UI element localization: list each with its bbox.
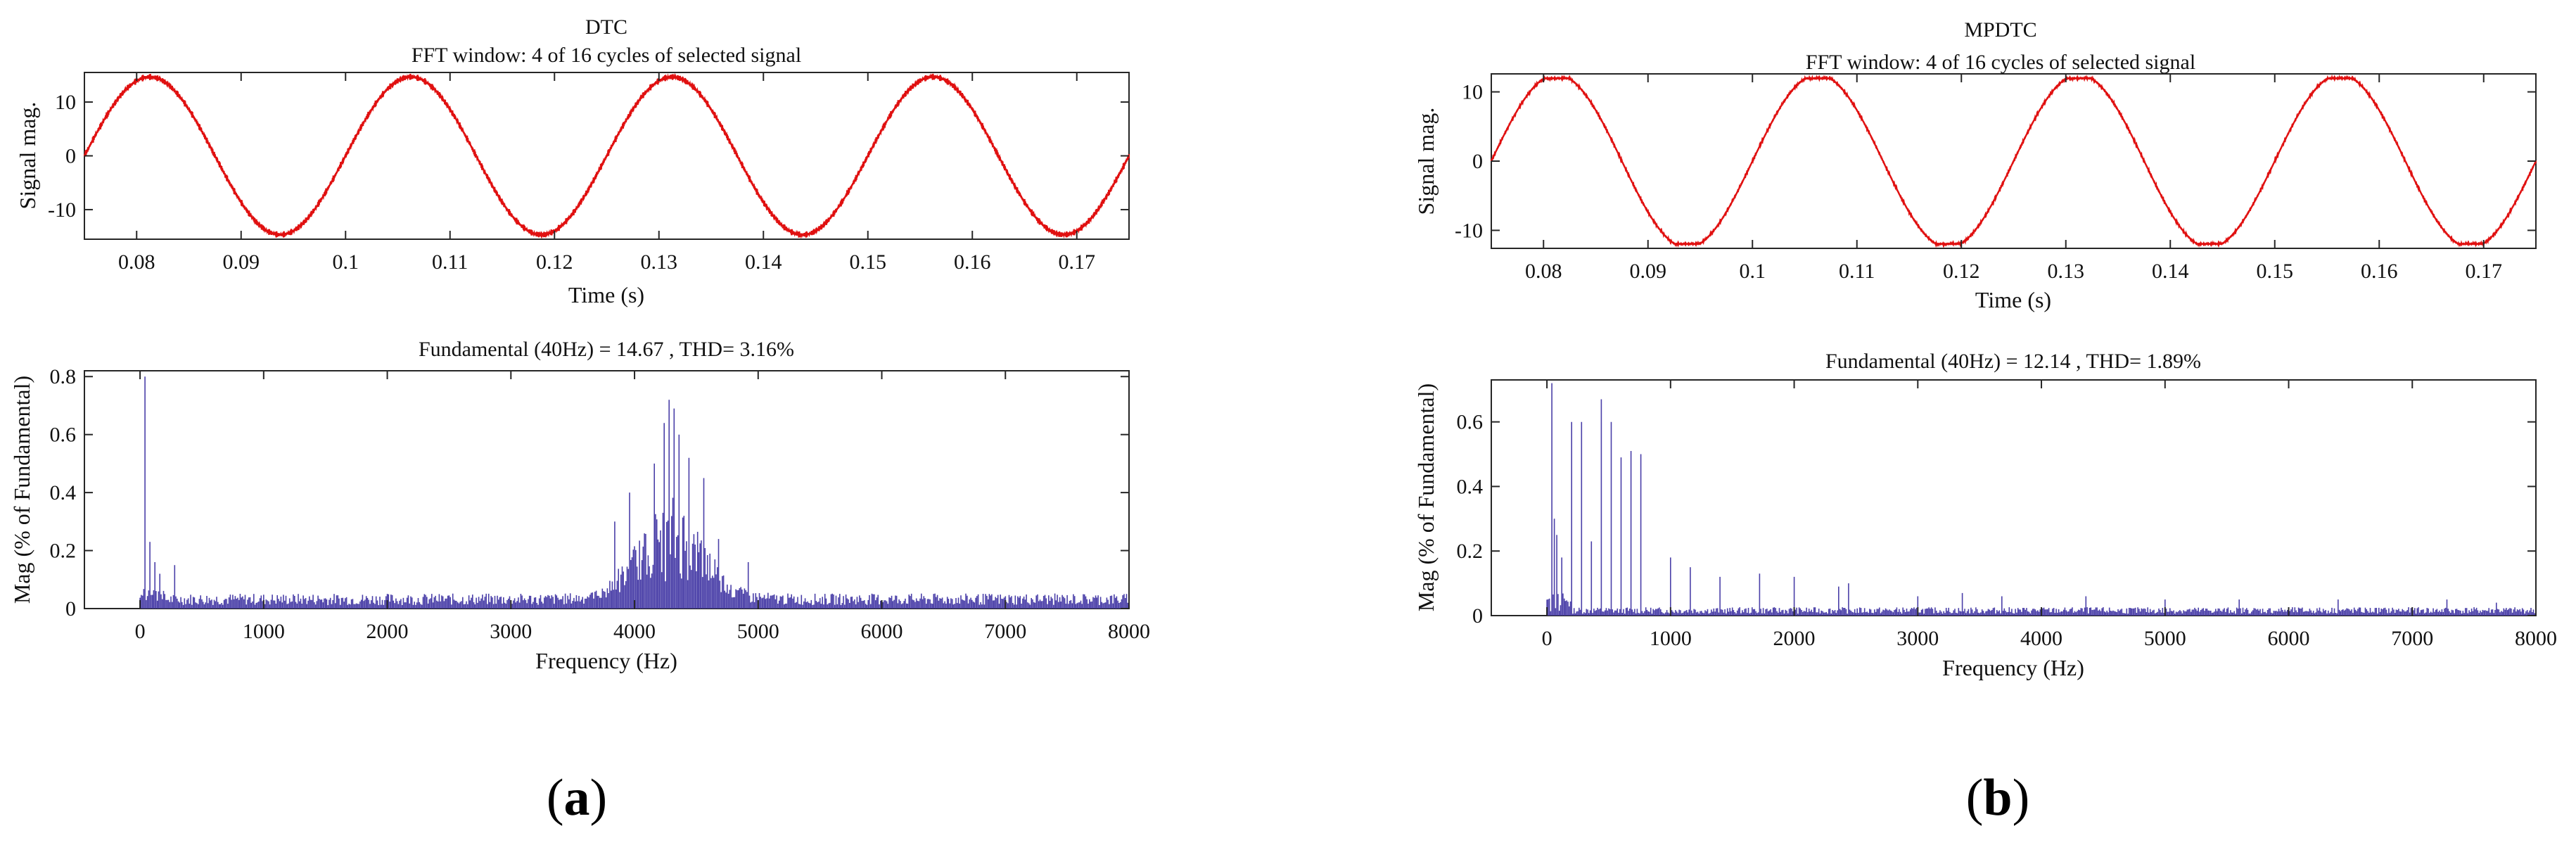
a-signal-xtick-label: 0.1	[333, 250, 359, 274]
a-spectrum-ytick-label: 0.2	[50, 540, 77, 563]
a-spectrum-ytick-label: 0.8	[50, 365, 77, 388]
b-signal-ticks: 0.08 0.09 0.1 0.11 0.12 0.13 0.14 0.15 0.16 0.17 -…	[1455, 74, 2536, 283]
b-spectrum-xtick-label: 6000	[2268, 627, 2310, 650]
b-signal-xtick-label: 0.13	[2048, 260, 2085, 283]
panel-b: MPDTC FFT window: 4 of 16 cycles of sele…	[1413, 18, 2557, 827]
a-spectrum-title: Fundamental (40Hz) = 14.67 , THD= 3.16%	[419, 338, 794, 361]
a-signal-title: DTC	[585, 15, 627, 39]
a-spectrum-xtick-label: 3000	[490, 620, 532, 643]
a-spectrum-xlabel: Frequency (Hz)	[535, 648, 677, 673]
b-spectrum-title: Fundamental (40Hz) = 12.14 , THD= 1.89%	[1825, 350, 2201, 373]
b-spectrum-ytick-label: 0.6	[1457, 411, 1484, 434]
b-spectrum-xtick-label: 4000	[2020, 627, 2062, 650]
a-spectrum-xtick-label: 0	[135, 620, 146, 643]
b-signal-xtick-label: 0.09	[1630, 260, 1667, 283]
a-spectrum-ytick-label: 0	[65, 597, 76, 621]
a-signal-xtick-label: 0.16	[954, 250, 991, 274]
b-signal-xtick-label: 0.14	[2152, 260, 2189, 283]
a-signal-xlabel: Time (s)	[568, 282, 644, 307]
a-spectrum-xtick-label: 4000	[613, 620, 656, 643]
b-signal-xtick-label: 0.11	[1839, 260, 1875, 283]
a-signal-ylabel: Signal mag.	[15, 102, 40, 210]
a-spectrum-plot: Fundamental (40Hz) = 14.67 , THD= 3.16% …	[9, 338, 1150, 673]
a-spectrum-xtick-label: 1000	[243, 620, 285, 643]
b-spectrum-xtick-label: 0	[1542, 627, 1552, 650]
b-spectrum-xlabel: Frequency (Hz)	[1942, 655, 2084, 680]
b-signal-ytick-label: 0	[1472, 150, 1483, 173]
a-signal-xtick-label: 0.12	[536, 250, 573, 274]
a-spectrum-axes-box	[84, 370, 1130, 609]
b-signal-plot: MPDTC FFT window: 4 of 16 cycles of sele…	[1413, 18, 2537, 312]
b-signal-subtitle: FFT window: 4 of 16 cycles of selected s…	[1806, 51, 2195, 74]
a-spectrum-xtick-label: 6000	[861, 620, 903, 643]
b-spectrum-ytick-label: 0	[1472, 604, 1483, 628]
b-signal-title: MPDTC	[1964, 18, 2036, 42]
a-signal-xtick-label: 0.08	[118, 250, 155, 274]
a-spectrum-xtick-label: 2000	[366, 620, 409, 643]
b-signal-xtick-label: 0.1	[1740, 260, 1766, 283]
a-signal-xtick-label: 0.15	[850, 250, 887, 274]
a-spectrum-xtick-label: 8000	[1108, 620, 1150, 643]
b-signal-xtick-label: 0.08	[1525, 260, 1562, 283]
a-spectrum-bars	[139, 376, 1130, 609]
panel-a: DTC FFT window: 4 of 16 cycles of select…	[9, 15, 1150, 827]
b-signal-ytick-label: 10	[1462, 81, 1483, 104]
b-caption-letter: b	[1983, 769, 2012, 827]
a-signal-plot: DTC FFT window: 4 of 16 cycles of select…	[15, 15, 1130, 307]
a-spectrum-ytick-label: 0.6	[50, 424, 77, 447]
a-signal-ytick-label: 0	[65, 145, 76, 168]
a-spectrum-ticks: 0 1000 2000 3000 4000 5000 6000 7000 8000 0 0.2 0.4…	[50, 365, 1151, 643]
a-signal-xtick-label: 0.11	[432, 250, 468, 274]
b-signal-trace	[1490, 74, 2537, 248]
a-signal-xtick-label: 0.09	[223, 250, 260, 274]
a-signal-xtick-label: 0.17	[1059, 250, 1096, 274]
a-spectrum-xtick-label: 5000	[737, 620, 779, 643]
b-spectrum-xtick-label: 3000	[1896, 627, 1939, 650]
b-spectrum-ytick-label: 0.4	[1457, 475, 1484, 498]
b-spectrum-axes-box	[1491, 379, 2537, 616]
b-spectrum-xtick-label: 1000	[1650, 627, 1692, 650]
a-spectrum-ylabel: Mag (% of Fundamental)	[9, 376, 34, 604]
b-spectrum-xtick-label: 8000	[2515, 627, 2557, 650]
b-spectrum-xtick-label: 7000	[2391, 627, 2433, 650]
b-signal-ytick-label: -10	[1455, 219, 1483, 242]
b-spectrum-bars	[1546, 383, 2537, 616]
b-caption: (b)	[1966, 769, 2029, 827]
a-signal-ticks: 0.08 0.09 0.1 0.11 0.12 0.13 0.14 0.15 0.16 0.17 -…	[48, 72, 1129, 274]
b-signal-xlabel: Time (s)	[1975, 287, 2051, 312]
a-signal-xtick-label: 0.14	[745, 250, 782, 274]
a-signal-xtick-label: 0.13	[641, 250, 678, 274]
a-spectrum-xtick-label: 7000	[984, 620, 1026, 643]
b-spectrum-ylabel: Mag (% of Fundamental)	[1413, 383, 1439, 611]
a-spectrum-ytick-label: 0.4	[50, 481, 77, 504]
b-spectrum-plot: Fundamental (40Hz) = 12.14 , THD= 1.89% …	[1413, 350, 2557, 680]
b-signal-ylabel: Signal mag.	[1413, 108, 1439, 215]
b-signal-xtick-label: 0.17	[2466, 260, 2503, 283]
b-spectrum-xtick-label: 2000	[1773, 627, 1816, 650]
b-signal-xtick-label: 0.16	[2361, 260, 2398, 283]
a-signal-subtitle: FFT window: 4 of 16 cycles of selected s…	[412, 44, 801, 67]
a-caption-letter: a	[564, 769, 590, 827]
b-spectrum-ytick-label: 0.2	[1457, 540, 1484, 563]
b-signal-xtick-label: 0.12	[1943, 260, 1980, 283]
a-signal-ytick-label: 10	[55, 91, 76, 114]
a-signal-trace	[83, 72, 1130, 239]
b-spectrum-xtick-label: 5000	[2144, 627, 2186, 650]
b-signal-xtick-label: 0.15	[2257, 260, 2294, 283]
a-signal-ytick-label: -10	[48, 198, 76, 222]
b-spectrum-ticks: 0 1000 2000 3000 4000 5000 6000 7000 8000 0 0.2 0.4…	[1457, 380, 2557, 650]
a-caption: (a)	[547, 769, 607, 827]
